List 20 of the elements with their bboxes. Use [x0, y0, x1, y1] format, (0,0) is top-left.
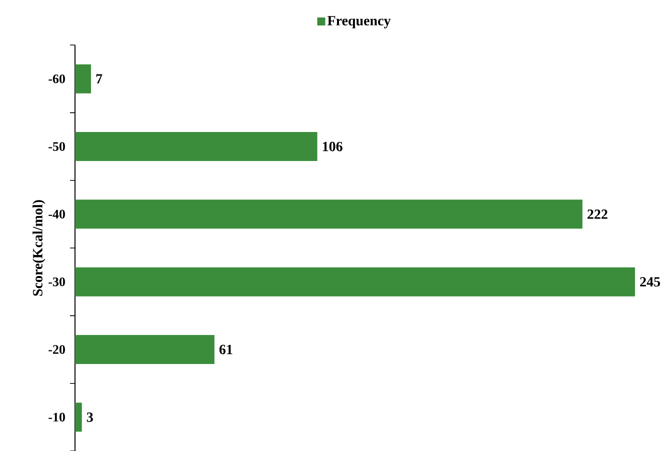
data-label: 3 — [86, 412, 93, 422]
y-tick-label: -20 — [48, 345, 65, 354]
y-tick-label: -10 — [48, 412, 65, 422]
bar — [75, 267, 635, 296]
data-label: 7 — [96, 74, 102, 84]
y-tick-label: -30 — [48, 277, 65, 286]
bar — [75, 64, 91, 94]
y-tick-label: -50 — [48, 142, 65, 151]
data-label: 245 — [640, 277, 660, 287]
y-axis-title: Score(Kcal/mol) — [32, 200, 46, 296]
bar — [75, 132, 318, 162]
y-tick-label: -40 — [48, 210, 65, 219]
data-label: 106 — [322, 142, 342, 152]
bar — [75, 335, 214, 364]
bar — [75, 200, 582, 229]
bar — [75, 402, 82, 432]
legend-label: Frequency — [327, 16, 391, 28]
data-label: 222 — [588, 210, 608, 219]
y-tick-label: -60 — [48, 74, 65, 84]
data-label: 61 — [219, 344, 232, 354]
